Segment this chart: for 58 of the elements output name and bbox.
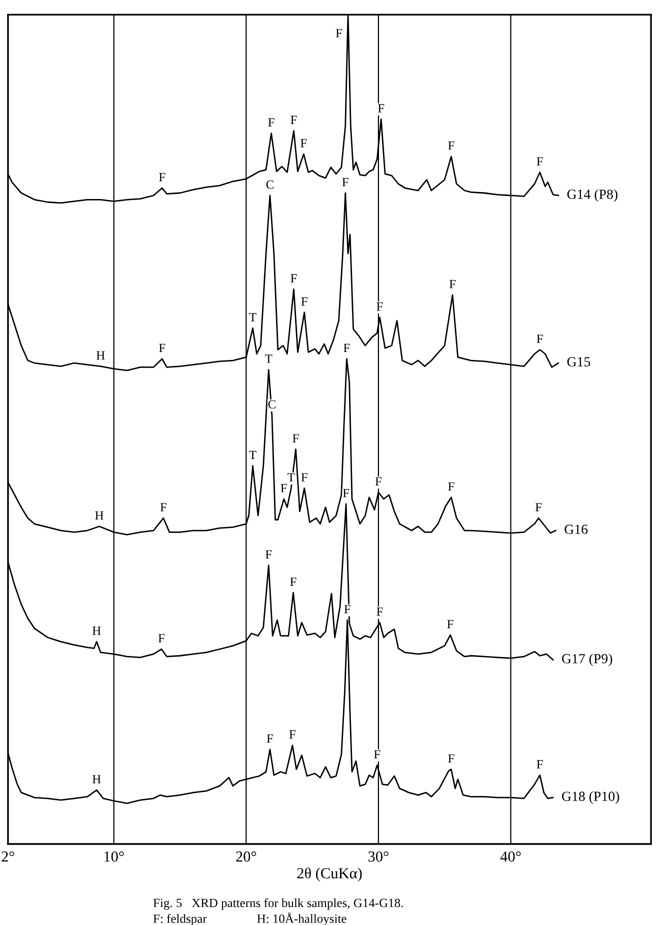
annotation: F [301, 473, 308, 482]
annotation: F [344, 605, 350, 614]
series-label: G14 (P8) [567, 189, 618, 202]
series-label: G15 [567, 357, 590, 366]
caption: Fig. 5 XRD patterns for bulk samples, G14-G18. [153, 898, 403, 910]
annotation: F [300, 139, 307, 148]
annotation: F [342, 488, 350, 498]
annotation: H [92, 775, 101, 784]
annotation: F [159, 173, 166, 182]
x-tick-label: 30° [368, 851, 388, 862]
annotation: F [536, 157, 543, 166]
annotation: T [249, 450, 256, 460]
annotation: F [336, 29, 342, 38]
annotation: F [344, 344, 350, 352]
annotation: F [266, 550, 272, 559]
series-label: G18 (P10) [562, 791, 620, 804]
annotation: F [290, 274, 297, 282]
annotation: F [376, 608, 383, 616]
annotation: F [448, 141, 454, 150]
annotation: T [288, 473, 295, 482]
annotation: F [159, 344, 166, 352]
annotation: F [268, 118, 274, 126]
annotation: F [290, 116, 297, 124]
annotation: F [280, 484, 287, 492]
annotation: F [374, 750, 380, 758]
series-label: G17 (P9) [562, 654, 612, 666]
annotation: F [342, 178, 348, 186]
annotation: F [289, 730, 296, 738]
annotation: F [449, 280, 456, 288]
annotation: F [158, 634, 164, 642]
annotation: F [378, 104, 384, 112]
annotation: C [268, 400, 276, 409]
annotation: F [290, 578, 296, 586]
annotation: F [536, 760, 543, 768]
annotation: F [536, 334, 543, 343]
x-tick-label: 40° [500, 851, 521, 862]
x-axis-title: 2θ (CuKα) [297, 868, 362, 882]
annotation: T [265, 354, 272, 363]
annotation: F [160, 503, 166, 512]
annotation: F [535, 503, 542, 512]
x-tick-label: 20° [236, 851, 256, 862]
annotation: F [448, 754, 454, 763]
annotation: C [266, 180, 274, 189]
annotation: F [375, 477, 382, 486]
annotation: F [447, 620, 454, 628]
series-label: G16 [564, 524, 588, 534]
annotation: F [448, 482, 454, 491]
annotation: F [266, 734, 273, 743]
x-tick-label: 2° [2, 851, 14, 862]
annotation: H [92, 626, 101, 635]
annotation: F [301, 297, 308, 306]
annotation: F [292, 434, 299, 442]
text: F: feldspar H: 10Å-halloysite [153, 912, 346, 925]
x-tick-label: 10° [104, 851, 124, 862]
annotation: T [249, 313, 256, 322]
annotation: F [376, 302, 383, 311]
annotation: H [95, 511, 104, 520]
annotation: H [96, 351, 105, 360]
